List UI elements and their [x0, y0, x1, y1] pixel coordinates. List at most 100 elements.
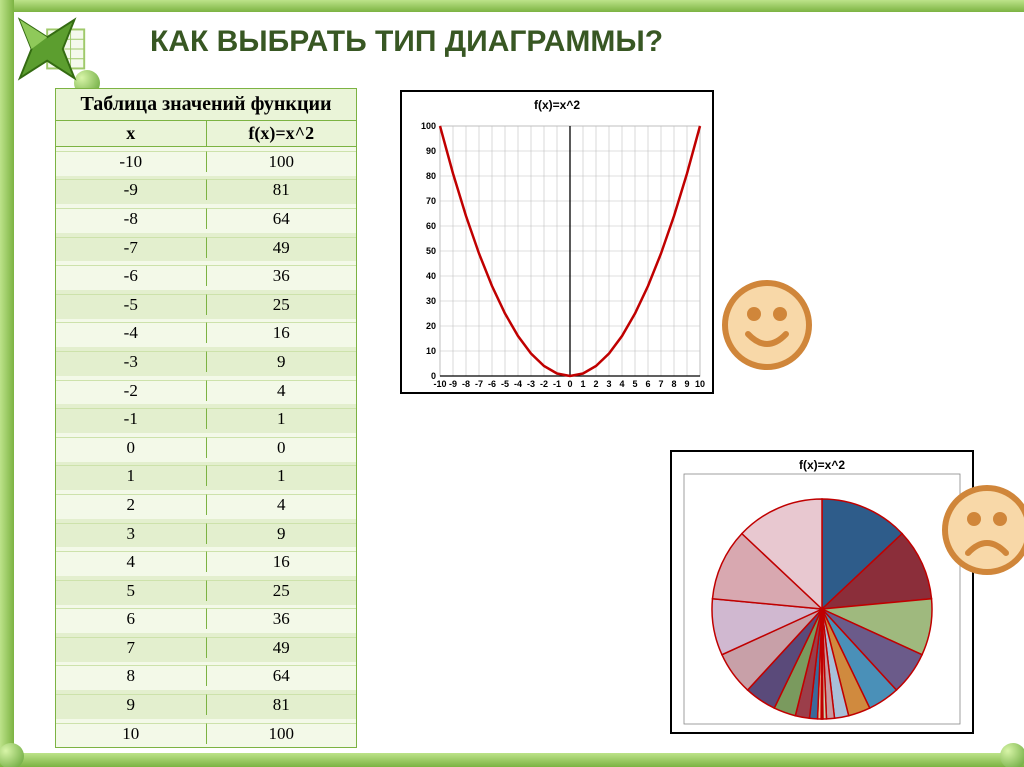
svg-text:1: 1 — [580, 379, 585, 389]
table-caption: Таблица значений функции — [56, 89, 356, 121]
svg-text:0: 0 — [567, 379, 572, 389]
cell-x: -7 — [56, 237, 207, 258]
corner-ball-br — [1000, 743, 1024, 767]
cell-x: -4 — [56, 322, 207, 343]
cell-fx: 9 — [207, 523, 357, 544]
svg-text:7: 7 — [658, 379, 663, 389]
svg-text:100: 100 — [421, 121, 436, 131]
col-header-x: x — [56, 121, 207, 146]
table-row: -10100 — [56, 147, 356, 176]
cell-x: -8 — [56, 208, 207, 229]
svg-text:-3: -3 — [527, 379, 535, 389]
svg-text:-8: -8 — [462, 379, 470, 389]
svg-text:-4: -4 — [514, 379, 522, 389]
cell-fx: 81 — [207, 179, 357, 200]
happy-face-icon — [722, 280, 812, 370]
cell-fx: 100 — [207, 151, 357, 172]
cell-x: 4 — [56, 551, 207, 572]
cell-x: -9 — [56, 179, 207, 200]
cell-x: -3 — [56, 351, 207, 372]
table-row: 749 — [56, 633, 356, 662]
cell-fx: 9 — [207, 351, 357, 372]
table-row: -636 — [56, 261, 356, 290]
table-row: -525 — [56, 290, 356, 319]
cell-x: 7 — [56, 637, 207, 658]
svg-text:3: 3 — [606, 379, 611, 389]
cell-x: -1 — [56, 408, 207, 429]
table-row: 525 — [56, 576, 356, 605]
svg-text:80: 80 — [426, 171, 436, 181]
table-row: 10100 — [56, 719, 356, 748]
line-chart-svg: -10-9-8-7-6-5-4-3-2-10123456789100102030… — [402, 112, 712, 394]
cell-fx: 64 — [207, 665, 357, 686]
cell-x: -10 — [56, 151, 207, 172]
svg-text:2: 2 — [593, 379, 598, 389]
cell-x: 2 — [56, 494, 207, 515]
svg-text:40: 40 — [426, 271, 436, 281]
svg-text:-2: -2 — [540, 379, 548, 389]
svg-text:6: 6 — [645, 379, 650, 389]
svg-text:30: 30 — [426, 296, 436, 306]
cell-fx: 81 — [207, 694, 357, 715]
table-row: -416 — [56, 319, 356, 348]
svg-text:10: 10 — [695, 379, 705, 389]
cell-fx: 25 — [207, 294, 357, 315]
cell-fx: 0 — [207, 437, 357, 458]
svg-text:-5: -5 — [501, 379, 509, 389]
svg-text:90: 90 — [426, 146, 436, 156]
table-row: 416 — [56, 547, 356, 576]
page-title: КАК ВЫБРАТЬ ТИП ДИАГРАММЫ? — [150, 25, 1004, 59]
svg-text:-6: -6 — [488, 379, 496, 389]
svg-text:60: 60 — [426, 221, 436, 231]
svg-text:70: 70 — [426, 196, 436, 206]
cell-x: 8 — [56, 665, 207, 686]
frame-top — [0, 0, 1024, 12]
cell-x: 0 — [56, 437, 207, 458]
frame-bottom — [0, 753, 1024, 767]
cell-fx: 25 — [207, 580, 357, 601]
cell-x: 9 — [56, 694, 207, 715]
cell-fx: 100 — [207, 723, 357, 744]
svg-text:9: 9 — [684, 379, 689, 389]
cell-fx: 36 — [207, 265, 357, 286]
table-row: 636 — [56, 605, 356, 634]
svg-text:4: 4 — [619, 379, 624, 389]
pie-chart-title: f(x)=x^2 — [672, 452, 972, 472]
cell-fx: 64 — [207, 208, 357, 229]
cell-x: -5 — [56, 294, 207, 315]
cell-x: 6 — [56, 608, 207, 629]
cell-fx: 49 — [207, 637, 357, 658]
pie-chart: f(x)=x^2 — [670, 450, 974, 734]
excel-logo-icon — [14, 8, 92, 86]
cell-fx: 16 — [207, 551, 357, 572]
cell-x: 1 — [56, 465, 207, 486]
cell-x: -6 — [56, 265, 207, 286]
svg-text:-1: -1 — [553, 379, 561, 389]
cell-x: 10 — [56, 723, 207, 744]
line-chart: f(x)=x^2 -10-9-8-7-6-5-4-3-2-10123456789… — [400, 90, 714, 394]
cell-fx: 1 — [207, 408, 357, 429]
svg-text:50: 50 — [426, 246, 436, 256]
svg-text:0: 0 — [431, 371, 436, 381]
svg-text:-9: -9 — [449, 379, 457, 389]
frame-left — [0, 0, 14, 767]
svg-text:10: 10 — [426, 346, 436, 356]
pie-chart-svg — [672, 472, 972, 734]
table-row: -864 — [56, 204, 356, 233]
table-row: 981 — [56, 690, 356, 719]
function-table: Таблица значений функции x f(x)=x^2 -101… — [55, 88, 357, 748]
table-row: 24 — [56, 490, 356, 519]
corner-ball-bl — [0, 743, 24, 767]
table-row: -749 — [56, 233, 356, 262]
cell-fx: 4 — [207, 380, 357, 401]
svg-text:-7: -7 — [475, 379, 483, 389]
table-row: 11 — [56, 462, 356, 491]
table-row: 00 — [56, 433, 356, 462]
svg-text:5: 5 — [632, 379, 637, 389]
cell-fx: 16 — [207, 322, 357, 343]
table-row: -11 — [56, 404, 356, 433]
table-row: 864 — [56, 662, 356, 691]
table-row: -981 — [56, 176, 356, 205]
line-chart-title: f(x)=x^2 — [402, 92, 712, 112]
table-row: -24 — [56, 376, 356, 405]
